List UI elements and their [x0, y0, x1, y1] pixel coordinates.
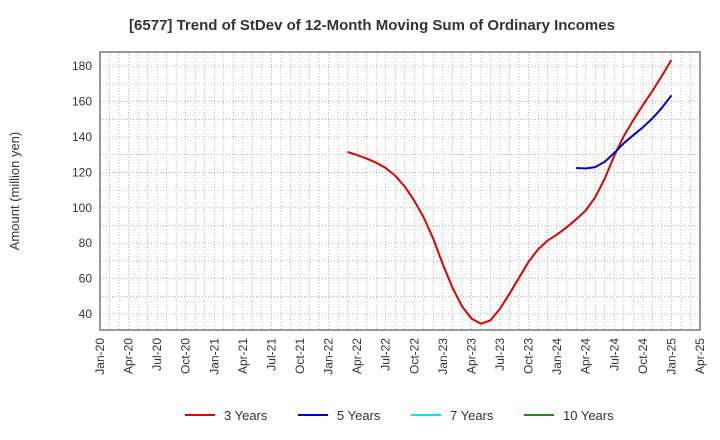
y-tick-label: 140	[72, 130, 92, 144]
y-tick-label: 120	[72, 165, 92, 179]
y-tick-label: 180	[72, 59, 92, 73]
legend-label: 5 Years	[337, 408, 381, 423]
series-line-3-years	[347, 59, 673, 325]
x-tick-label: Jan-20	[93, 338, 107, 375]
x-tick-label: Oct-20	[179, 338, 193, 374]
x-tick-label: Apr-23	[464, 338, 478, 374]
x-tick-label: Oct-23	[522, 338, 536, 374]
y-tick-label: 160	[72, 95, 92, 109]
series-line-5-years	[576, 94, 673, 170]
y-tick-labels: 40 60 80 100 120 140 160 180	[72, 59, 92, 321]
y-tick-label: 80	[79, 236, 93, 250]
x-tick-label: Jul-21	[264, 338, 278, 371]
x-tick-label: Jul-24	[607, 338, 621, 371]
chart-title: [6577] Trend of StDev of 12-Month Moving…	[129, 17, 615, 34]
x-tick-label: Oct-21	[293, 338, 307, 374]
x-tick-label: Oct-22	[407, 338, 421, 374]
x-tick-label: Apr-25	[693, 338, 707, 374]
x-tick-label: Jul-23	[493, 338, 507, 371]
legend-label: 3 Years	[224, 408, 268, 423]
x-tick-label: Jan-23	[436, 338, 450, 375]
x-tick-label: Jan-25	[664, 338, 678, 375]
x-tick-label: Jan-22	[322, 338, 336, 375]
x-tick-label: Oct-24	[636, 338, 650, 374]
y-axis-label: Amount (million yen)	[7, 132, 22, 251]
y-tick-label: 60	[79, 272, 93, 286]
legend-label: 7 Years	[450, 408, 494, 423]
x-tick-label: Apr-20	[122, 338, 136, 374]
x-tick-label: Apr-22	[350, 338, 364, 374]
legend: 3 Years 5 Years 7 Years 10 Years	[185, 408, 614, 423]
x-tick-label: Apr-24	[579, 338, 593, 374]
x-tick-label: Jan-21	[207, 338, 221, 375]
plot-frame	[99, 51, 701, 331]
series-lines	[347, 59, 673, 325]
y-tick-label: 100	[72, 201, 92, 215]
grid	[99, 52, 701, 330]
legend-label: 10 Years	[563, 408, 614, 423]
x-tick-label: Jul-20	[150, 338, 164, 371]
x-tick-label: Apr-21	[236, 338, 250, 374]
x-tick-label: Jul-22	[379, 338, 393, 371]
x-tick-label: Jan-24	[550, 338, 564, 375]
x-tick-labels: Jan-20 Apr-20 Jul-20 Oct-20 Jan-21 Apr-21 Jul-…	[93, 338, 707, 375]
y-tick-label: 40	[79, 307, 93, 321]
